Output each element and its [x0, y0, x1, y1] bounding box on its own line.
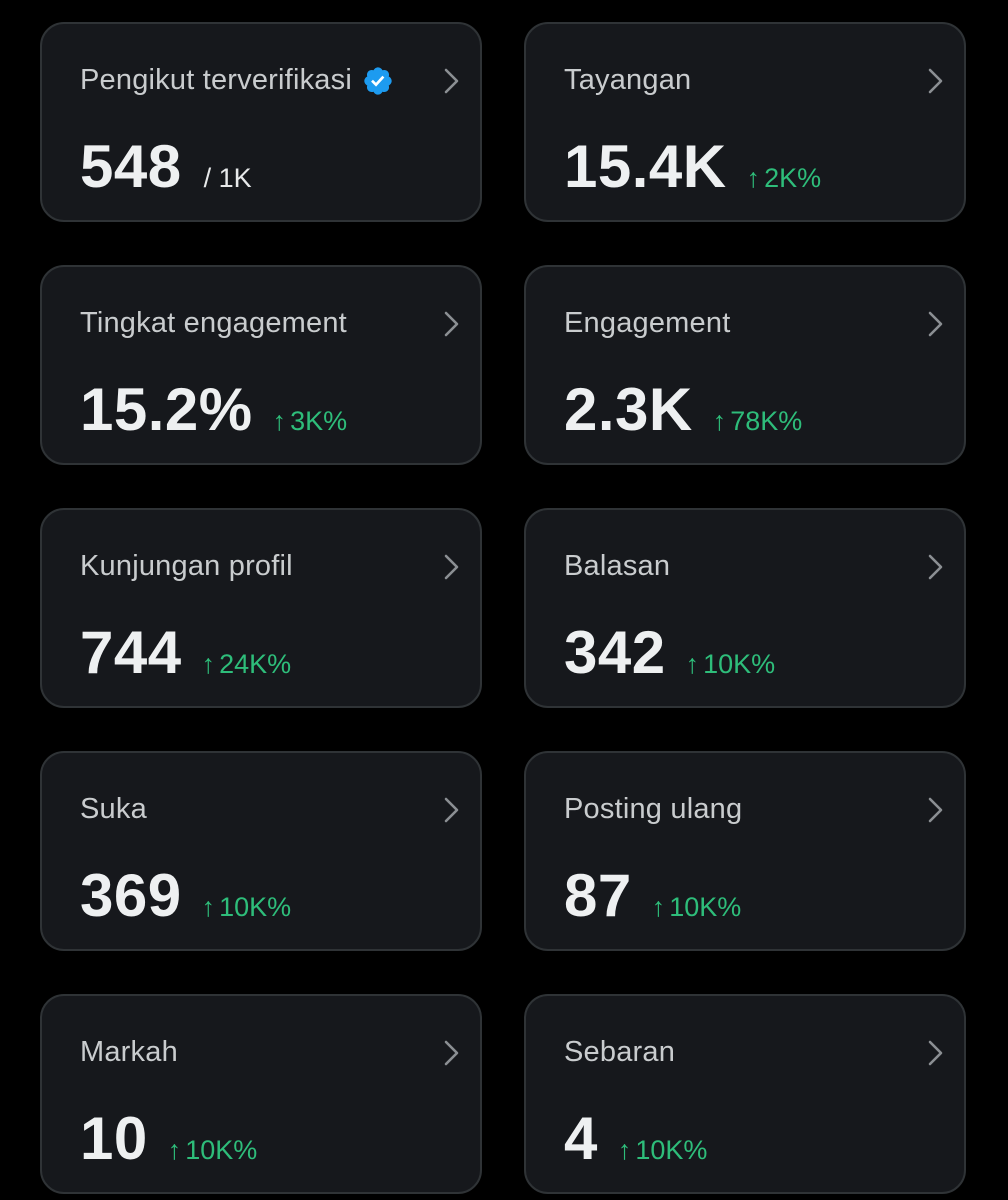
card-delta-value: 78K% — [730, 406, 803, 436]
arrow-up-icon: ↑ — [201, 892, 216, 922]
chevron-right-icon — [928, 554, 943, 580]
card-goal: / 1K — [203, 163, 252, 193]
card-verified-followers[interactable]: Pengikut terverifikasi 548 / 1K — [40, 22, 482, 222]
card-title: Suka — [80, 793, 147, 825]
card-title: Kunjungan profil — [80, 550, 293, 582]
card-replies[interactable]: Balasan 342 ↑ 10K% — [524, 508, 966, 708]
arrow-up-icon: ↑ — [651, 892, 666, 922]
arrow-up-icon: ↑ — [167, 1135, 182, 1165]
chevron-right-icon — [928, 1040, 943, 1066]
chevron-right-icon — [444, 797, 459, 823]
chevron-right-icon — [444, 68, 459, 94]
card-delta: ↑ 10K% — [686, 649, 776, 680]
card-value: 548 — [80, 133, 182, 200]
card-shares[interactable]: Sebaran 4 ↑ 10K% — [524, 994, 966, 1194]
card-impressions[interactable]: Tayangan 15.4K ↑ 2K% — [524, 22, 966, 222]
card-title: Pengikut terverifikasi — [80, 64, 394, 97]
card-profile-visits[interactable]: Kunjungan profil 744 ↑ 24K% — [40, 508, 482, 708]
card-delta: ↑ 10K% — [202, 892, 292, 923]
card-value-row: 548 / 1K — [80, 132, 252, 201]
card-title-text: Pengikut terverifikasi — [80, 64, 352, 96]
card-value: 369 — [80, 862, 182, 929]
card-value-row: 4 ↑ 10K% — [564, 1104, 707, 1173]
card-delta-value: 24K% — [219, 649, 292, 679]
card-delta: ↑ 78K% — [713, 406, 803, 437]
card-value: 4 — [564, 1105, 598, 1172]
card-title: Balasan — [564, 550, 671, 582]
card-value: 87 — [564, 862, 632, 929]
chevron-right-icon — [928, 311, 943, 337]
card-delta-value: 2K% — [764, 163, 822, 193]
arrow-up-icon: ↑ — [746, 163, 761, 193]
card-value-row: 2.3K ↑ 78K% — [564, 375, 802, 444]
chevron-right-icon — [928, 68, 943, 94]
arrow-up-icon: ↑ — [201, 649, 216, 679]
card-value: 744 — [80, 619, 182, 686]
card-bookmarks[interactable]: Markah 10 ↑ 10K% — [40, 994, 482, 1194]
card-title: Posting ulang — [564, 793, 743, 825]
card-delta-value: 10K% — [635, 1135, 708, 1165]
arrow-up-icon: ↑ — [617, 1135, 632, 1165]
arrow-up-icon: ↑ — [712, 406, 727, 436]
card-delta-value: 10K% — [185, 1135, 258, 1165]
card-title: Markah — [80, 1036, 178, 1068]
card-value-row: 15.2% ↑ 3K% — [80, 375, 347, 444]
card-delta: ↑ 3K% — [273, 406, 348, 437]
card-value-row: 744 ↑ 24K% — [80, 618, 291, 687]
card-delta-value: 10K% — [669, 892, 742, 922]
card-title: Engagement — [564, 307, 731, 339]
card-value-row: 10 ↑ 10K% — [80, 1104, 257, 1173]
card-delta-value: 10K% — [219, 892, 292, 922]
card-value: 2.3K — [564, 376, 693, 443]
chevron-right-icon — [444, 554, 459, 580]
card-title: Tayangan — [564, 64, 692, 96]
card-delta: ↑ 24K% — [202, 649, 292, 680]
chevron-right-icon — [444, 1040, 459, 1066]
card-value-row: 369 ↑ 10K% — [80, 861, 291, 930]
card-delta: ↑ 10K% — [168, 1135, 258, 1166]
card-title: Sebaran — [564, 1036, 676, 1068]
card-delta: ↑ 2K% — [747, 163, 822, 194]
verified-badge-icon — [364, 66, 392, 95]
card-likes[interactable]: Suka 369 ↑ 10K% — [40, 751, 482, 951]
card-value: 10 — [80, 1105, 148, 1172]
card-title: Tingkat engagement — [80, 307, 347, 339]
card-value: 15.2% — [80, 376, 253, 443]
card-engagement[interactable]: Engagement 2.3K ↑ 78K% — [524, 265, 966, 465]
card-value: 15.4K — [564, 133, 727, 200]
arrow-up-icon: ↑ — [685, 649, 700, 679]
card-value-row: 15.4K ↑ 2K% — [564, 132, 821, 201]
card-value-row: 87 ↑ 10K% — [564, 861, 741, 930]
chevron-right-icon — [444, 311, 459, 337]
card-value: 342 — [564, 619, 666, 686]
arrow-up-icon: ↑ — [272, 406, 287, 436]
card-engagement-rate[interactable]: Tingkat engagement 15.2% ↑ 3K% — [40, 265, 482, 465]
card-delta-value: 10K% — [703, 649, 776, 679]
card-delta: ↑ 10K% — [652, 892, 742, 923]
card-delta: ↑ 10K% — [618, 1135, 708, 1166]
chevron-right-icon — [928, 797, 943, 823]
card-delta-value: 3K% — [290, 406, 348, 436]
card-reposts[interactable]: Posting ulang 87 ↑ 10K% — [524, 751, 966, 951]
card-value-row: 342 ↑ 10K% — [564, 618, 775, 687]
